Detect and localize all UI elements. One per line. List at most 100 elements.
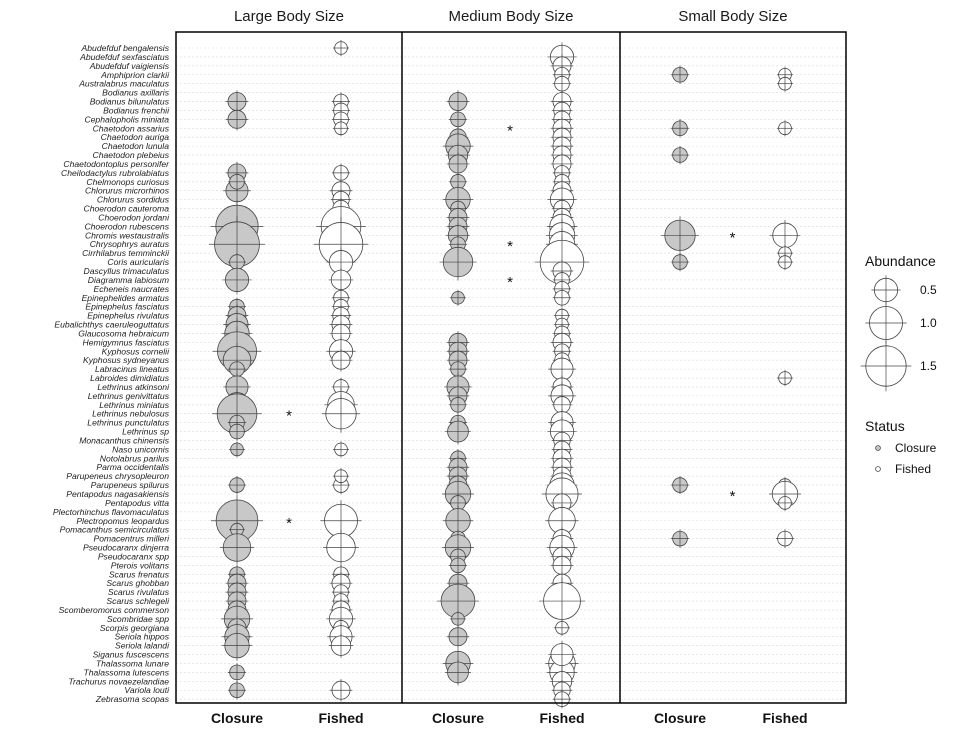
bubble-fished-variola-louti [329, 678, 353, 702]
species-label: Cephalopholis miniata [84, 114, 169, 124]
species-label: Scorpis georgiana [100, 623, 169, 633]
species-label: Labracinus lineatus [95, 364, 170, 374]
species-label: Thalassoma lutescens [83, 667, 169, 677]
legend-size-label: 1.5 [920, 359, 937, 373]
species-label: Plectorhinchus flavomaculatus [53, 507, 170, 517]
species-label: Diagramma labiosum [88, 275, 169, 285]
bubble-closure-lethrinus-sp [444, 418, 472, 445]
bubble-fished-chromis-westaustralis [769, 220, 801, 251]
species-label: Lethrinus nebulosus [92, 409, 170, 419]
species-label: Pseudocaranx spp [98, 551, 169, 561]
facet-titles: Large Body Size Medium Body Size Small Bod… [234, 8, 788, 25]
species-label: Dascyllus trimaculatus [84, 266, 170, 276]
bubble-fished-lethrinus-nebulosus [321, 394, 361, 433]
species-label: Pomacentrus milleri [94, 534, 171, 544]
species-label: Pomacanthus semicirculatus [60, 525, 170, 535]
species-label: Chaetodon plebeius [93, 150, 170, 160]
bubble-fished-scorpis-georgiana [554, 619, 570, 636]
species-label: Pentapodus vitta [105, 498, 169, 508]
species-label: Glaucosoma hebraicum [78, 328, 169, 338]
species-label: Chaetodon assarius [93, 123, 170, 133]
bubble-closure-chaetodontoplus-personifer [446, 152, 470, 176]
xtick-closure: Closure [432, 710, 484, 726]
species-label: Epinephelus fasciatus [85, 302, 169, 312]
bubble-closure-naso-unicornis [229, 441, 245, 458]
legend-size-label: 0.5 [920, 283, 937, 297]
bubble-closure-cephalopholis-miniata [448, 110, 468, 129]
bubble-fished-coris-auricularis [777, 254, 793, 271]
legend-size-title: Abundance [865, 253, 936, 269]
bubble-closure-chrysophrys-auratus [208, 216, 266, 273]
bubble-fished-pomacentrus-milleri [775, 529, 795, 548]
bubble-closure-epinephelides-armatus [450, 289, 466, 306]
species-label: Parupeneus spilurus [91, 480, 170, 490]
species-label: Scarus rivulatus [108, 587, 170, 597]
significance-marks: * * * * * * * [286, 122, 736, 531]
xtick-fished: Fished [762, 710, 807, 726]
significance-star: * [286, 515, 292, 532]
facet-title-large-body-size: Large Body Size [234, 8, 344, 25]
species-label: Parupeneus chrysopleuron [66, 471, 169, 481]
species-label: Bodianus axillaris [102, 88, 170, 98]
species-label: Monacanthus chinensis [79, 435, 170, 445]
species-label: Chlorurus sordidus [97, 195, 170, 205]
species-label: Kyphosus sydneyanus [83, 355, 170, 365]
bubble-closure-chaetodon-plebeius [670, 145, 690, 165]
species-label: Chrysophrys auratus [90, 239, 170, 249]
significance-star: * [507, 122, 513, 139]
bubble-closure-scombridae-spp [450, 610, 466, 627]
bubble-fished-kyphosus-sydneyanus [329, 348, 353, 372]
species-label: Pseudocaranx dinjerra [83, 543, 169, 553]
legend-status-label: Closure [895, 441, 937, 455]
bubble-closure-amphiprion-clarkii [670, 65, 690, 84]
bubble-fished-naso-unicornis [333, 441, 349, 458]
species-label: Abudefduf bengalensis [81, 43, 170, 53]
species-label: Scarus ghobban [106, 578, 169, 588]
species-label: Chaetodon auriga [101, 132, 170, 142]
species-label: Trachurus novaezelandiae [68, 676, 169, 686]
significance-star: * [507, 238, 513, 255]
species-label: Lethrinus miniatus [99, 400, 169, 410]
species-label: Seriola lalandi [115, 641, 170, 651]
bubble-closure-coris-auricularis [439, 243, 477, 281]
bubble-closure-bodianus-bilunulatus [446, 90, 470, 113]
species-label: Lethrinus genivittatus [88, 391, 170, 401]
species-label: Chaetodon lunula [102, 141, 170, 151]
species-label: Lethrinus punctulatus [87, 418, 169, 428]
bubble-closure-pomacentrus-milleri [670, 529, 690, 548]
row-gridlines [176, 47, 846, 700]
legend-size-label: 1.0 [920, 316, 937, 330]
bubble-fished-australabrus-maculatus [552, 74, 572, 93]
bubble-fished-epinephelides-armatus [552, 288, 572, 307]
species-label: Choerodon rubescens [84, 221, 169, 231]
species-label: Parma occidentalis [96, 462, 169, 472]
bubble-fished-pterois-volitans [550, 554, 574, 577]
species-label: Abudefduf sexfasciatus [79, 52, 170, 62]
significance-star: * [507, 274, 513, 291]
xtick-closure: Closure [654, 710, 706, 726]
species-label: Cirrhilabrus temminckii [82, 248, 170, 258]
species-label: Cheilodactylus rubrolabiatus [61, 168, 170, 178]
xtick-fished: Fished [318, 710, 363, 726]
species-label: Chromis westaustralis [85, 230, 170, 240]
bubble-fished-pentapodus-nagasakiensis [769, 478, 801, 510]
bubble-closure-seriola-hippos [446, 625, 470, 649]
legend-status-label: Fished [895, 462, 931, 476]
legend-size-key [871, 275, 901, 305]
legend-status-key-closure [875, 445, 881, 451]
plot-border [175, 31, 847, 704]
bubble-fished-siganus-fuscescens [548, 640, 576, 669]
bubble-closure-lethrinus-sp [227, 422, 247, 441]
legend: Abundance 0.5 1.0 1.5 Status Closure Fished [860, 253, 937, 476]
species-label: Pentapodus nagasakiensis [66, 489, 169, 499]
bubble-closure-scarus-schlegeli [436, 579, 480, 623]
species-label: Abudefduf vaigiensis [89, 61, 170, 71]
species-label: Bodianus bilunulatus [90, 97, 170, 107]
species-label: Bodianus frenchii [103, 105, 170, 115]
species-label: Zebrasoma scopas [95, 694, 170, 704]
species-label: Naso unicornis [112, 444, 170, 454]
bubble-closure-cephalopholis-miniata [225, 108, 249, 131]
bubble-closure-variola-louti [227, 681, 247, 700]
plot-frame [175, 31, 847, 704]
